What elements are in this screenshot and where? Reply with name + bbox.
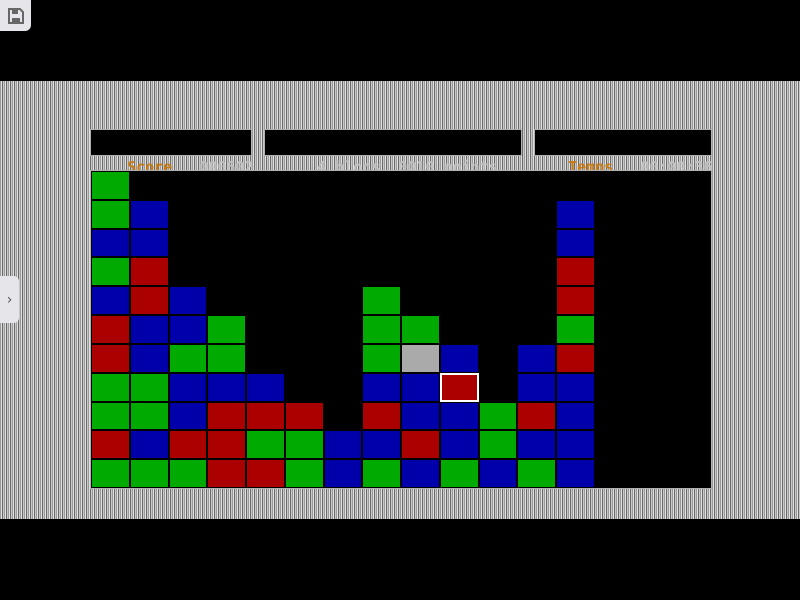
block[interactable] bbox=[207, 401, 246, 431]
block[interactable] bbox=[207, 430, 246, 460]
chevron-right-icon: › bbox=[6, 291, 13, 308]
block[interactable] bbox=[556, 401, 595, 431]
floppy-disk-icon bbox=[7, 7, 24, 24]
block[interactable] bbox=[91, 257, 130, 287]
block[interactable] bbox=[91, 228, 130, 258]
block[interactable] bbox=[556, 372, 595, 402]
block[interactable] bbox=[362, 343, 401, 373]
block[interactable] bbox=[362, 315, 401, 344]
block[interactable] bbox=[401, 459, 440, 488]
block[interactable] bbox=[362, 430, 401, 460]
block[interactable] bbox=[168, 315, 208, 344]
block[interactable] bbox=[91, 199, 130, 229]
block[interactable] bbox=[362, 459, 401, 488]
selection-panel: 4 blocs 0010 points bbox=[264, 129, 522, 176]
block[interactable] bbox=[129, 228, 169, 258]
block[interactable] bbox=[517, 401, 556, 431]
block[interactable] bbox=[284, 401, 324, 431]
block[interactable] bbox=[168, 430, 208, 460]
block[interactable] bbox=[129, 343, 169, 373]
block[interactable] bbox=[91, 459, 130, 488]
block[interactable] bbox=[168, 459, 208, 488]
block[interactable] bbox=[556, 286, 595, 316]
block[interactable] bbox=[168, 401, 208, 431]
block[interactable] bbox=[517, 372, 556, 402]
block[interactable] bbox=[246, 459, 285, 488]
game-board[interactable] bbox=[90, 170, 712, 489]
block[interactable] bbox=[401, 343, 440, 373]
block[interactable] bbox=[478, 430, 518, 460]
block[interactable] bbox=[556, 430, 595, 460]
block[interactable] bbox=[129, 459, 169, 488]
block[interactable] bbox=[556, 315, 595, 344]
block[interactable] bbox=[91, 372, 130, 402]
block[interactable] bbox=[362, 372, 401, 402]
block[interactable] bbox=[284, 430, 324, 460]
block[interactable] bbox=[246, 401, 285, 431]
block[interactable] bbox=[401, 315, 440, 344]
score-panel: Score 000602 bbox=[90, 129, 254, 176]
block[interactable] bbox=[246, 430, 285, 460]
block[interactable] bbox=[129, 257, 169, 287]
side-panel-toggle[interactable]: › bbox=[0, 276, 19, 323]
block[interactable] bbox=[517, 459, 556, 488]
block[interactable] bbox=[168, 286, 208, 316]
block[interactable] bbox=[556, 343, 595, 373]
block[interactable] bbox=[129, 372, 169, 402]
block[interactable] bbox=[129, 286, 169, 316]
block[interactable] bbox=[517, 430, 556, 460]
block[interactable] bbox=[168, 343, 208, 373]
block[interactable] bbox=[207, 372, 246, 402]
block[interactable] bbox=[439, 401, 479, 431]
block[interactable] bbox=[439, 430, 479, 460]
block[interactable] bbox=[556, 199, 595, 229]
block[interactable] bbox=[556, 257, 595, 287]
block[interactable] bbox=[401, 430, 440, 460]
block[interactable] bbox=[207, 343, 246, 373]
block[interactable] bbox=[168, 372, 208, 402]
block[interactable] bbox=[246, 372, 285, 402]
block[interactable] bbox=[323, 459, 363, 488]
block[interactable] bbox=[478, 459, 518, 488]
block[interactable] bbox=[517, 343, 556, 373]
block[interactable] bbox=[556, 228, 595, 258]
block[interactable] bbox=[439, 343, 479, 373]
time-panel: Temps 00:00:36 bbox=[534, 129, 713, 176]
block[interactable] bbox=[91, 286, 130, 316]
block[interactable] bbox=[129, 401, 169, 431]
block[interactable] bbox=[207, 315, 246, 344]
block[interactable] bbox=[129, 315, 169, 344]
block[interactable] bbox=[478, 401, 518, 431]
block[interactable] bbox=[362, 401, 401, 431]
block[interactable] bbox=[556, 459, 595, 488]
block[interactable] bbox=[401, 401, 440, 431]
block[interactable] bbox=[439, 459, 479, 488]
block[interactable] bbox=[91, 171, 130, 200]
block[interactable] bbox=[91, 401, 130, 431]
block[interactable] bbox=[323, 430, 363, 460]
block[interactable] bbox=[91, 315, 130, 344]
block[interactable] bbox=[439, 372, 479, 402]
block[interactable] bbox=[401, 372, 440, 402]
block[interactable] bbox=[91, 430, 130, 460]
block[interactable] bbox=[284, 459, 324, 488]
block[interactable] bbox=[207, 459, 246, 488]
block[interactable] bbox=[362, 286, 401, 316]
block[interactable] bbox=[129, 430, 169, 460]
save-button[interactable] bbox=[0, 0, 31, 31]
block[interactable] bbox=[129, 199, 169, 229]
block[interactable] bbox=[91, 343, 130, 373]
